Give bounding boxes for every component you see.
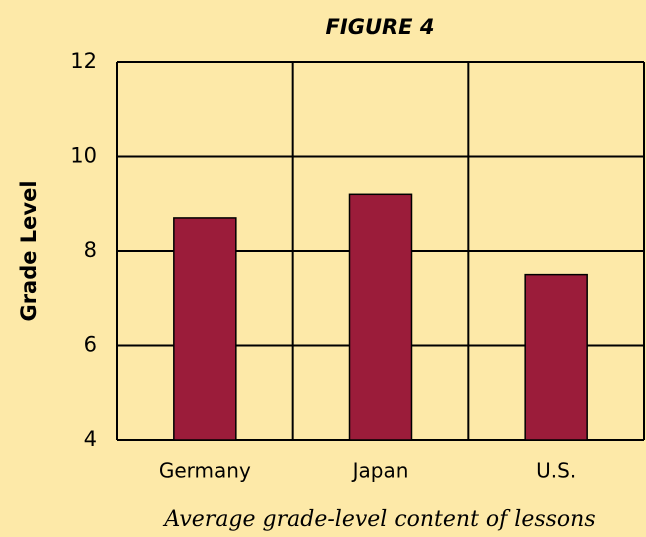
bar — [524, 273, 588, 441]
y-axis-label: Grade Level — [17, 180, 41, 321]
bar — [173, 217, 237, 441]
bar — [348, 193, 413, 441]
y-tick-label: 10 — [70, 144, 97, 168]
x-tick-label: Germany — [159, 459, 251, 483]
y-tick-label: 12 — [70, 49, 97, 73]
x-tick-label: U.S. — [536, 459, 576, 483]
y-tick-label: 4 — [84, 427, 97, 451]
x-tick-label: Japan — [351, 459, 409, 483]
y-tick-label: 6 — [84, 333, 97, 357]
x-axis-label: Average grade-level content of lessons — [162, 507, 595, 532]
chart-title: FIGURE 4 — [326, 15, 435, 39]
y-tick-label: 8 — [84, 238, 97, 262]
